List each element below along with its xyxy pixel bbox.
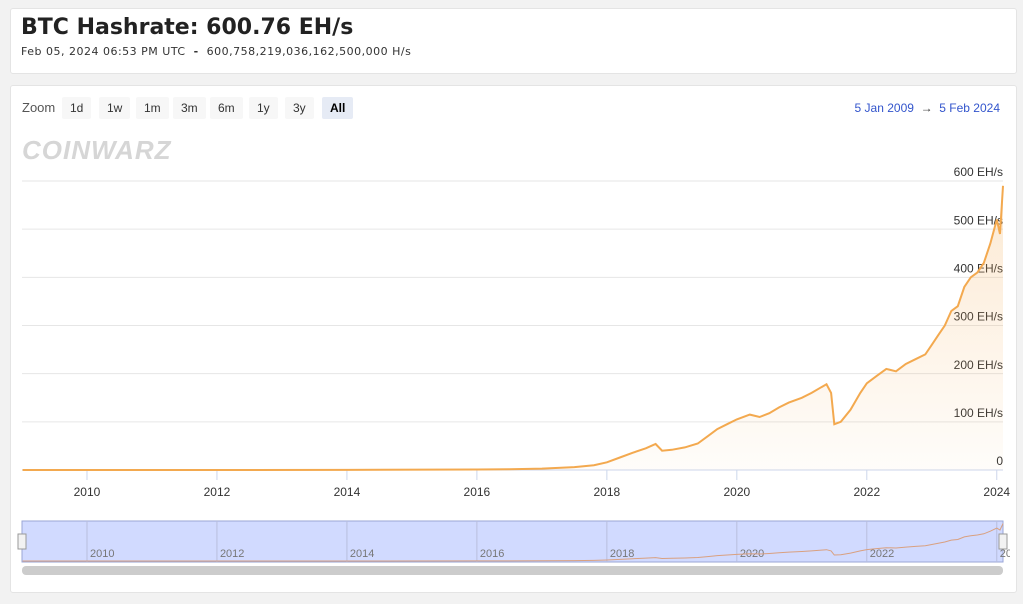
zoom-button[interactable]: 1y bbox=[249, 97, 278, 119]
navigator-label: 2014 bbox=[350, 548, 374, 560]
navigator-axis: 2010 2012 2014 2016 2018 2020 2022 2024 bbox=[86, 521, 1023, 562]
date-range: 5 Jan 2009 → 5 Feb 2024 bbox=[855, 97, 1000, 119]
zoom-button[interactable]: All bbox=[322, 97, 354, 119]
x-tick-label: 2018 bbox=[594, 485, 621, 499]
header-card: BTC Hashrate: 600.76 EH/s Feb 05, 2024 0… bbox=[10, 8, 1017, 74]
area bbox=[22, 185, 1004, 471]
navigator-label: 2016 bbox=[480, 548, 504, 560]
x-tick-label: 2012 bbox=[204, 485, 231, 499]
x-tick-label: 2016 bbox=[464, 485, 491, 499]
navigator-label: 2010 bbox=[90, 548, 114, 560]
range-to[interactable]: 5 Feb 2024 bbox=[939, 101, 1000, 115]
subtitle: Feb 05, 2024 06:53 PM UTC - 600,758,219,… bbox=[21, 45, 411, 58]
timestamp: Feb 05, 2024 06:53 PM UTC bbox=[21, 45, 186, 58]
navigator-label: 2012 bbox=[220, 548, 244, 560]
x-tick-label: 2010 bbox=[74, 485, 101, 499]
y-tick-label: 600 EH/s bbox=[954, 165, 1003, 179]
navigator-handle[interactable] bbox=[998, 533, 1008, 550]
navigator-label: 2022 bbox=[870, 548, 894, 560]
title: BTC Hashrate: 600.76 EH/s bbox=[21, 15, 354, 40]
zoom-button[interactable]: 6m bbox=[210, 97, 243, 119]
raw-hashrate: 600,758,219,036,162,500,000 H/s bbox=[206, 45, 412, 58]
x-tick-label: 2024 bbox=[983, 485, 1010, 499]
navigator-handle[interactable] bbox=[17, 533, 27, 550]
navigator-label: 2018 bbox=[610, 548, 634, 560]
line bbox=[22, 185, 1004, 471]
navigator-label: 2024 bbox=[1000, 548, 1023, 560]
x-tick-label: 2022 bbox=[853, 485, 880, 499]
separator: - bbox=[193, 45, 199, 58]
y-tick-label: 500 EH/s bbox=[954, 213, 1003, 227]
scrollbar[interactable] bbox=[22, 566, 1003, 575]
range-arrow: → bbox=[920, 101, 933, 115]
range-from[interactable]: 5 Jan 2009 bbox=[854, 101, 914, 115]
zoom-button[interactable]: 3y bbox=[285, 97, 314, 119]
zoom-label: Zoom bbox=[22, 100, 56, 115]
zoom-button[interactable]: 1d bbox=[62, 97, 92, 119]
zoom-button[interactable]: 1m bbox=[136, 97, 169, 119]
chart-card bbox=[10, 85, 1017, 593]
watermark: COINWARZ bbox=[22, 135, 172, 165]
navigator-window bbox=[21, 520, 1004, 563]
zoom-button[interactable]: 1w bbox=[99, 97, 131, 119]
zoom-button[interactable]: 3m bbox=[173, 97, 206, 119]
navigator-line bbox=[22, 523, 1004, 562]
x-tick-label: 2014 bbox=[334, 485, 361, 499]
x-tick-label: 2020 bbox=[723, 485, 750, 499]
